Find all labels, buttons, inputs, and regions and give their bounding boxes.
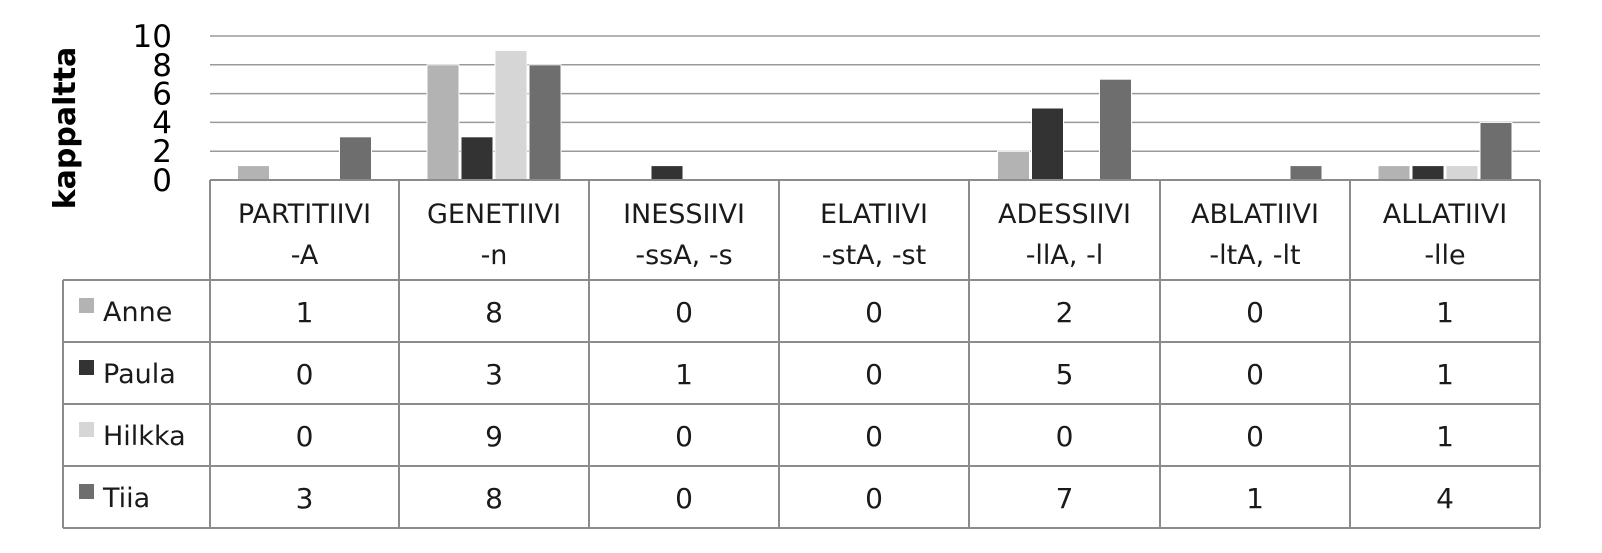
- category-label: ADESSIIVI: [998, 199, 1131, 230]
- category-label: -ssA, -s: [635, 240, 732, 271]
- y-tick-label: 10: [133, 19, 172, 55]
- category-label: PARTITIIVI: [238, 199, 371, 230]
- category-label: ABLATIIVI: [1191, 199, 1319, 230]
- table-cell: 4: [1436, 482, 1454, 515]
- legend-key-hilkka: [79, 422, 94, 437]
- category-label: ALLATIIVI: [1383, 199, 1507, 230]
- table-cell: 2: [1056, 296, 1074, 329]
- bar-anne: [997, 150, 1030, 181]
- table-cell: 0: [1246, 358, 1264, 391]
- bar-hilkka: [494, 49, 528, 181]
- category-label: -n: [481, 240, 508, 271]
- table-cell: 3: [296, 482, 314, 515]
- table-cell: 0: [296, 358, 314, 391]
- bar-paula: [650, 165, 684, 181]
- table-cell: 0: [865, 420, 883, 453]
- y-tick-label: 4: [152, 105, 172, 141]
- bar-tiia: [1289, 165, 1323, 181]
- bar-paula: [460, 136, 494, 181]
- bar-tiia: [1099, 78, 1132, 181]
- table-cell: 7: [1056, 482, 1074, 515]
- table-cell: 0: [675, 296, 693, 329]
- table-cell: 1: [1246, 482, 1264, 515]
- bar-tiia: [339, 136, 372, 181]
- bar-hilkka: [1445, 165, 1479, 181]
- y-tick-label: 8: [152, 48, 172, 84]
- category-label: ELATIIVI: [820, 199, 928, 230]
- legend-key-anne: [79, 298, 94, 313]
- bar-anne: [426, 64, 460, 181]
- table-cell: 0: [1056, 420, 1074, 453]
- y-tick-label: 6: [152, 77, 172, 113]
- table-cell: 8: [485, 482, 503, 515]
- table-cell: 5: [1056, 358, 1074, 391]
- legend-key-paula: [79, 360, 94, 375]
- series-name: Anne: [103, 297, 172, 328]
- category-label: -llA, -l: [1026, 240, 1104, 271]
- table-cell: 0: [865, 296, 883, 329]
- table-cell: 1: [1436, 358, 1454, 391]
- category-label: -A: [291, 240, 319, 271]
- table-cell: 1: [296, 296, 314, 329]
- category-label: -stA, -st: [822, 240, 926, 271]
- category-label: -lle: [1424, 240, 1465, 271]
- y-tick-label: 0: [152, 163, 172, 199]
- data-table: PARTITIIVI -A GENETIIVI -n INESSIIVI -ssA, -s…: [62, 179, 1541, 529]
- table-cell: 0: [675, 482, 693, 515]
- table-cell: 0: [865, 358, 883, 391]
- table-cell: 0: [296, 420, 314, 453]
- bar-anne: [237, 165, 270, 181]
- table-cell: 1: [675, 358, 693, 391]
- bars: [237, 49, 1513, 181]
- category-label: GENETIIVI: [427, 199, 561, 230]
- table-cell: 9: [485, 420, 503, 453]
- legend-key-tiia: [79, 484, 94, 499]
- category-label: INESSIIVI: [623, 199, 745, 230]
- bar-paula: [1031, 107, 1064, 181]
- bar-anne: [1377, 165, 1411, 181]
- bar-paula: [1411, 165, 1445, 181]
- table-cell: 0: [675, 420, 693, 453]
- table-cell: 8: [485, 296, 503, 329]
- series-name: Tiia: [102, 483, 150, 514]
- table-cell: 3: [485, 358, 503, 391]
- bar-tiia: [1479, 121, 1513, 181]
- series-name: Paula: [103, 359, 176, 390]
- table-cell: 1: [1436, 420, 1454, 453]
- bar-tiia: [528, 64, 562, 181]
- table-cell: 1: [1436, 296, 1454, 329]
- table-cell: 0: [865, 482, 883, 515]
- table-cell: 0: [1246, 296, 1264, 329]
- y-axis-label: kappaltta: [48, 47, 83, 210]
- table-cell: 0: [1246, 420, 1264, 453]
- y-tick-label: 2: [152, 134, 172, 170]
- series-name: Hilkka: [103, 421, 186, 452]
- category-label: -ltA, -lt: [1209, 240, 1300, 271]
- gridlines: [210, 35, 1540, 152]
